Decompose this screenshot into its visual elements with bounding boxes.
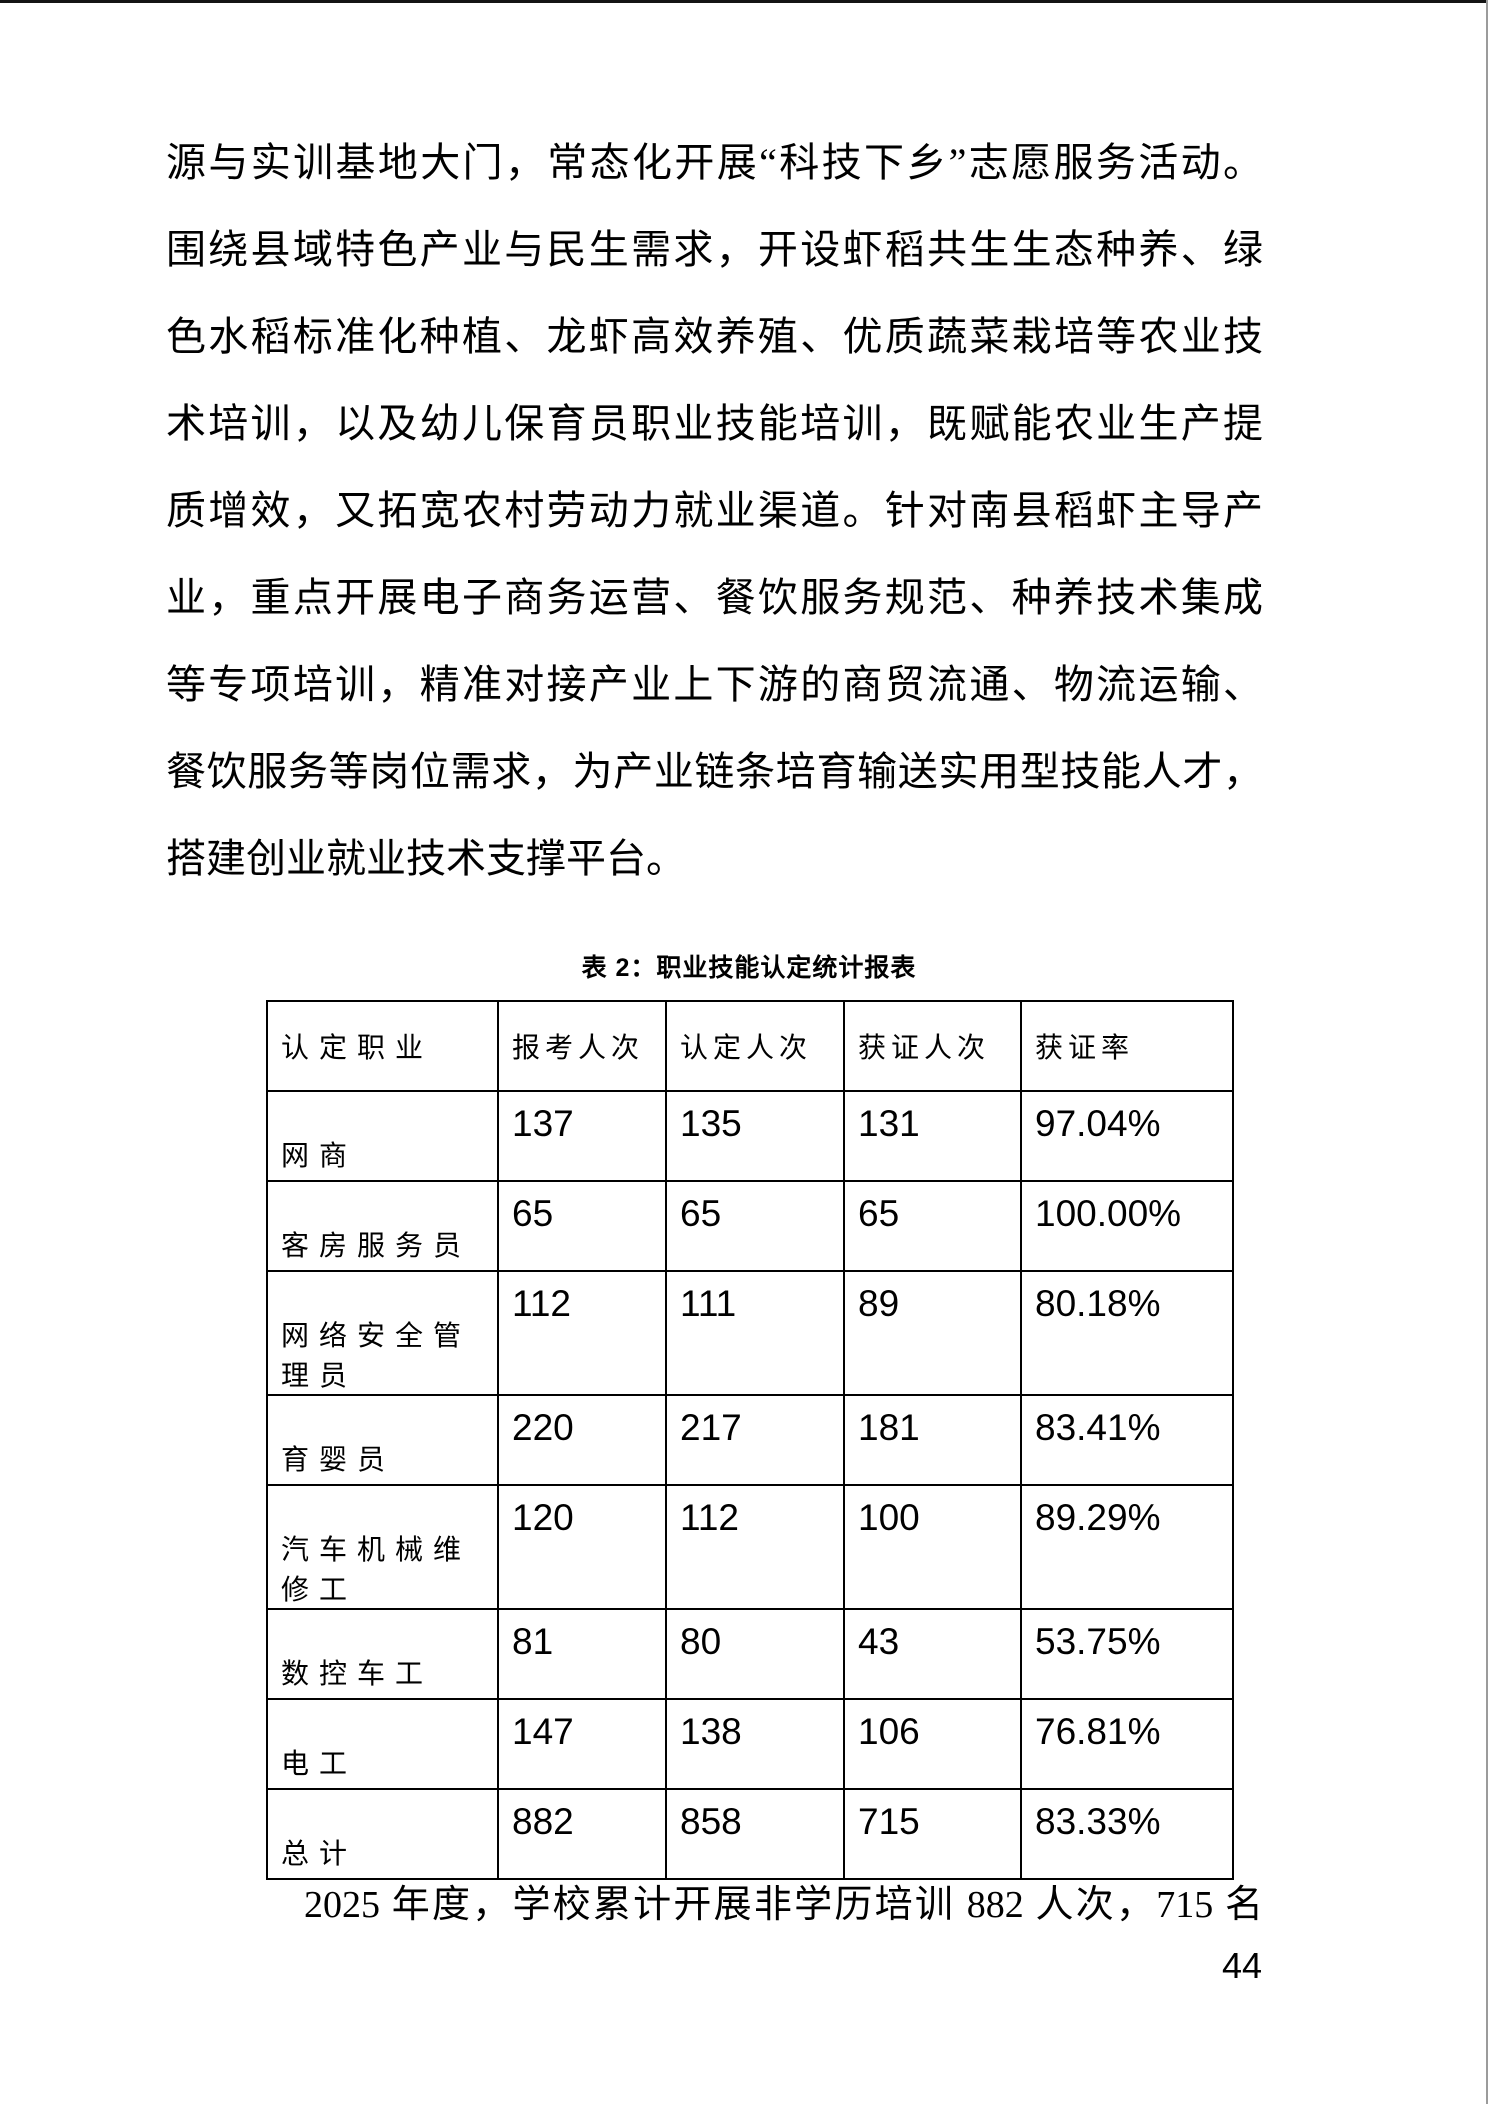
page-number: 44 [1222, 1945, 1263, 1986]
cell-awarded: 131 [843, 1090, 1022, 1182]
cell-occupation: 网络安全管理员 [266, 1270, 499, 1396]
table-caption: 表 2：职业技能认定统计报表 [581, 954, 917, 982]
paragraph-line: 搭建创业就业技术支撑平台。 [166, 836, 686, 881]
cell-rate: 80.18% [1020, 1270, 1234, 1396]
paragraph-line: 餐饮服务等岗位需求，为产业链条培育输送实用型技能人才， [166, 749, 1263, 794]
cell-applicants: 81 [497, 1608, 667, 1700]
cell-awarded: 89 [843, 1270, 1022, 1396]
cell-awarded: 106 [843, 1698, 1022, 1790]
paragraph-line: 围绕县域特色产业与民生需求，开设虾稻共生生态种养、绿 [166, 227, 1263, 272]
skills-certification-table: 认定职业 报考人次 认定人次 获证人次 获证率 网商 137 135 131 9… [266, 1000, 1234, 1880]
cell-occupation: 网商 [266, 1090, 499, 1182]
cell-applicants: 120 [497, 1484, 667, 1610]
table-header-row: 认定职业 报考人次 认定人次 获证人次 获证率 [266, 1000, 1234, 1092]
cell-awarded: 43 [843, 1608, 1022, 1700]
cell-occupation: 育婴员 [266, 1394, 499, 1486]
cell-certified: 135 [665, 1090, 845, 1182]
paragraph-line: 等专项培训，精准对接产业上下游的商贸流通、物流运输、 [166, 662, 1263, 707]
cell-certified: 65 [665, 1180, 845, 1272]
cell-rate: 53.75% [1020, 1608, 1234, 1700]
cell-applicants: 112 [497, 1270, 667, 1396]
cell-awarded: 100 [843, 1484, 1022, 1610]
cell-rate: 89.29% [1020, 1484, 1234, 1610]
cell-certified: 112 [665, 1484, 845, 1610]
column-header-certified: 认定人次 [665, 1000, 845, 1092]
cell-occupation: 数控车工 [266, 1608, 499, 1700]
body-paragraph: 源与实训基地大门，常态化开展“科技下乡”志愿服务活动。 围绕县域特色产业与民生需… [166, 119, 1263, 902]
table-row: 汽车机械维修工 120 112 100 89.29% [266, 1484, 1234, 1610]
cell-applicants: 137 [497, 1090, 667, 1182]
cell-occupation: 电工 [266, 1698, 499, 1790]
cell-certified: 217 [665, 1394, 845, 1486]
page-right-edge-line [1486, 0, 1488, 2104]
paragraph-line: 质增效，又拓宽农村劳动力就业渠道。针对南县稻虾主导产 [166, 488, 1263, 533]
column-header-rate: 获证率 [1020, 1000, 1234, 1092]
cell-rate: 83.41% [1020, 1394, 1234, 1486]
cell-certified: 138 [665, 1698, 845, 1790]
cell-rate: 76.81% [1020, 1698, 1234, 1790]
table-row: 网商 137 135 131 97.04% [266, 1090, 1234, 1182]
table-row: 数控车工 81 80 43 53.75% [266, 1608, 1234, 1700]
column-header-awarded: 获证人次 [843, 1000, 1022, 1092]
cell-rate: 100.00% [1020, 1180, 1234, 1272]
paragraph-line: 术培训，以及幼儿保育员职业技能培训，既赋能农业生产提 [166, 401, 1263, 446]
cell-rate: 97.04% [1020, 1090, 1234, 1182]
cell-occupation: 总计 [266, 1788, 499, 1880]
page-top-edge-line [0, 0, 1488, 3]
table-row: 客房服务员 65 65 65 100.00% [266, 1180, 1234, 1272]
cell-awarded: 181 [843, 1394, 1022, 1486]
column-header-occupation: 认定职业 [266, 1000, 499, 1092]
cell-occupation: 汽车机械维修工 [266, 1484, 499, 1610]
cell-applicants: 147 [497, 1698, 667, 1790]
table-row-total: 总计 882 858 715 83.33% [266, 1788, 1234, 1880]
table-row: 电工 147 138 106 76.81% [266, 1698, 1234, 1790]
paragraph-line: 色水稻标准化种植、龙虾高效养殖、优质蔬菜栽培等农业技 [166, 314, 1263, 359]
column-header-applicants: 报考人次 [497, 1000, 667, 1092]
cell-awarded: 65 [843, 1180, 1022, 1272]
cell-rate: 83.33% [1020, 1788, 1234, 1880]
cell-applicants: 220 [497, 1394, 667, 1486]
table-row: 网络安全管理员 112 111 89 80.18% [266, 1270, 1234, 1396]
cell-awarded: 715 [843, 1788, 1022, 1880]
paragraph-line: 业，重点开展电子商务运营、餐饮服务规范、种养技术集成 [166, 575, 1263, 620]
paragraph-line: 源与实训基地大门，常态化开展“科技下乡”志愿服务活动。 [166, 140, 1263, 185]
cell-certified: 858 [665, 1788, 845, 1880]
cell-occupation: 客房服务员 [266, 1180, 499, 1272]
closing-paragraph-line: 2025 年度，学校累计开展非学历培训 882 人次，715 名 [304, 1884, 1263, 1926]
cell-certified: 111 [665, 1270, 845, 1396]
cell-applicants: 882 [497, 1788, 667, 1880]
table-row: 育婴员 220 217 181 83.41% [266, 1394, 1234, 1486]
cell-applicants: 65 [497, 1180, 667, 1272]
cell-certified: 80 [665, 1608, 845, 1700]
